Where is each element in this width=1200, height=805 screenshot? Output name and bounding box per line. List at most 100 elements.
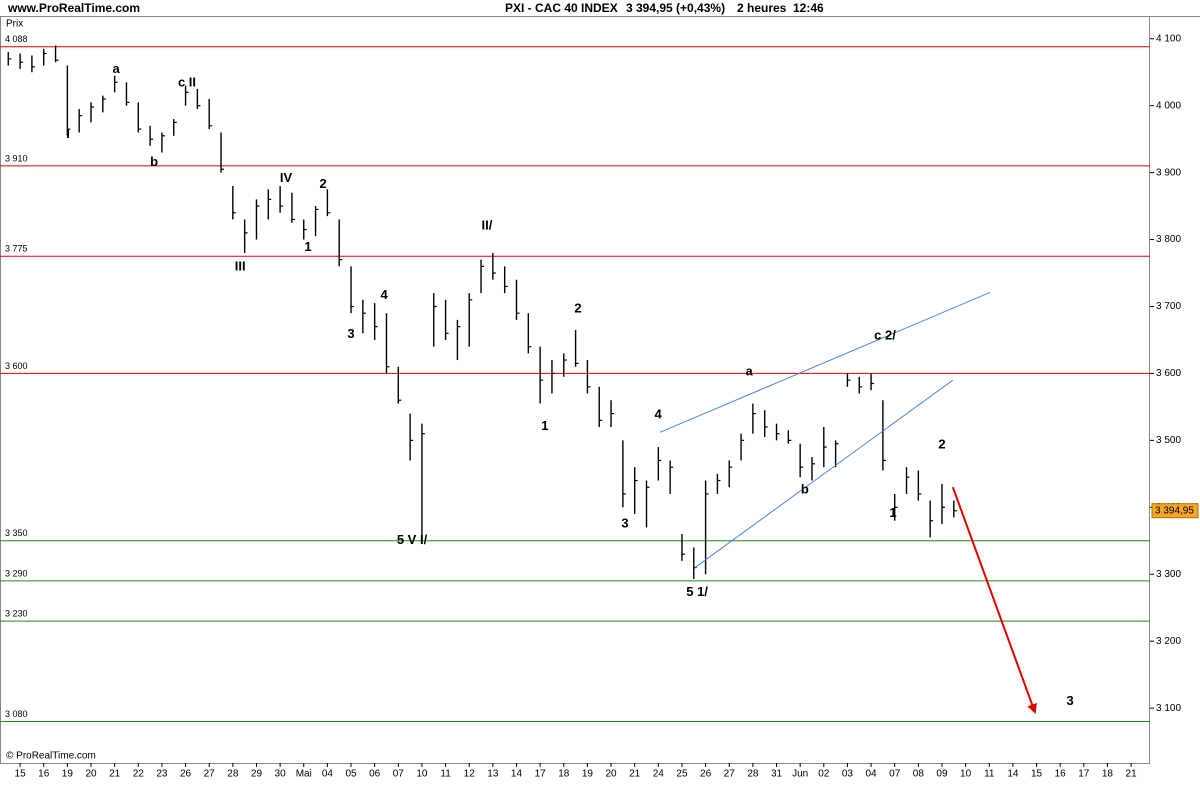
x-tick-label: 11 — [984, 769, 995, 780]
level-label: 3 080 — [5, 709, 28, 719]
x-tick-label: 29 — [251, 769, 263, 780]
x-tick-label: 25 — [676, 769, 688, 780]
wave-label: b — [801, 481, 809, 496]
x-tick-label: 12 — [464, 769, 476, 780]
x-tick-label: 21 — [1126, 769, 1138, 780]
x-tick-label: 20 — [605, 769, 617, 780]
x-tick-label: 09 — [936, 769, 948, 780]
wave-label: 1 — [541, 418, 548, 433]
interval: 2 heures — [737, 1, 787, 15]
trend-line — [694, 379, 954, 568]
wave-label: I — [66, 126, 70, 141]
y-tick-label: 3 900 — [1156, 167, 1181, 178]
wave-label: IV — [280, 170, 293, 185]
x-tick-label: 27 — [724, 769, 736, 780]
x-tick-label: 28 — [227, 769, 239, 780]
x-tick-label: 27 — [204, 769, 216, 780]
wave-label: 3 — [621, 515, 628, 530]
x-tick-label: 10 — [416, 769, 428, 780]
copyright: © ProRealTime.com — [6, 751, 96, 762]
wave-label: 3 — [347, 326, 354, 341]
x-tick-label: 31 — [771, 769, 783, 780]
y-tick-label: 4 100 — [1156, 33, 1181, 44]
wave-label: 1 — [304, 239, 311, 254]
x-tick-label: 03 — [842, 769, 854, 780]
last-price-box — [1151, 503, 1199, 519]
x-tick-label: 07 — [393, 769, 405, 780]
level-label: 3 775 — [5, 244, 28, 254]
wave-label: b — [150, 154, 158, 169]
last-price-label: 3 394,95 — [1155, 505, 1194, 516]
wave-label: a — [745, 364, 753, 379]
wave-label: c 2/ — [874, 327, 896, 342]
wave-label: 2 — [574, 301, 581, 316]
x-tick-label: 17 — [1078, 769, 1090, 780]
x-tick-label: 21 — [109, 769, 121, 780]
x-tick-label: 20 — [85, 769, 97, 780]
x-tick-label: 18 — [558, 769, 570, 780]
x-tick-label: 19 — [582, 769, 594, 780]
wave-label: 4 — [654, 406, 662, 421]
last-quote: 3 394,95 (+0,43%) — [626, 1, 725, 15]
x-tick-label: 08 — [913, 769, 925, 780]
x-tick-label: 02 — [818, 769, 830, 780]
x-tick-label: 05 — [345, 769, 357, 780]
trend-line — [659, 291, 991, 433]
wave-label: 4 — [381, 287, 389, 302]
wave-label: 2 — [320, 176, 327, 191]
wave-label: 5 1/ — [686, 584, 708, 599]
wave-label: 3 — [1066, 693, 1073, 708]
x-tick-label: 17 — [535, 769, 547, 780]
projection-arrow — [951, 486, 1037, 715]
level-label: 3 600 — [5, 361, 28, 371]
x-tick-label: 13 — [487, 769, 499, 780]
wave-label: a — [112, 61, 120, 76]
level-label: 3 290 — [5, 568, 28, 578]
y-tick-label: 3 700 — [1156, 301, 1181, 312]
x-tick-label: 28 — [747, 769, 759, 780]
x-tick-label: 15 — [15, 769, 27, 780]
x-tick-label: 21 — [629, 769, 641, 780]
level-label: 4 088 — [5, 34, 28, 44]
y-tick-label: 3 600 — [1156, 368, 1181, 379]
x-tick-label: 24 — [653, 769, 665, 780]
source: www.ProRealTime.com — [7, 1, 140, 15]
y-label: Prix — [6, 19, 23, 30]
x-tick-label: Jun — [792, 769, 808, 780]
x-tick-label: Mai — [296, 769, 312, 780]
wave-label: II/ — [482, 218, 493, 233]
x-tick-label: 07 — [889, 769, 901, 780]
y-tick-label: 3 300 — [1156, 569, 1181, 580]
level-label: 3 230 — [5, 608, 28, 618]
wave-label: 1 — [889, 505, 896, 520]
x-tick-label: 11 — [440, 769, 451, 780]
x-tick-label: 22 — [133, 769, 145, 780]
x-tick-label: 18 — [1102, 769, 1114, 780]
wave-label: 5 V I/ — [397, 532, 428, 547]
x-tick-label: 15 — [1031, 769, 1043, 780]
chart-title: PXI - CAC 40 INDEX — [505, 1, 618, 15]
y-tick-label: 3 100 — [1156, 703, 1181, 714]
x-tick-label: 26 — [700, 769, 712, 780]
x-tick-label: 16 — [1055, 769, 1067, 780]
x-tick-label: 14 — [1007, 769, 1019, 780]
x-tick-label: 30 — [275, 769, 287, 780]
level-label: 3 350 — [5, 528, 28, 538]
x-tick-label: 04 — [866, 769, 878, 780]
x-tick-label: 26 — [180, 769, 192, 780]
y-tick-label: 4 000 — [1156, 100, 1181, 111]
x-tick-label: 06 — [369, 769, 381, 780]
x-tick-label: 16 — [38, 769, 50, 780]
level-label: 3 910 — [5, 153, 28, 163]
x-tick-label: 23 — [156, 769, 168, 780]
x-tick-label: 10 — [960, 769, 972, 780]
x-tick-label: 19 — [62, 769, 74, 780]
wave-label: 2 — [938, 436, 945, 451]
wave-label: c II — [178, 74, 196, 89]
y-tick-label: 3 200 — [1156, 636, 1181, 647]
x-tick-label: 14 — [511, 769, 523, 780]
x-tick-label: 04 — [322, 769, 334, 780]
y-tick-label: 3 800 — [1156, 234, 1181, 245]
